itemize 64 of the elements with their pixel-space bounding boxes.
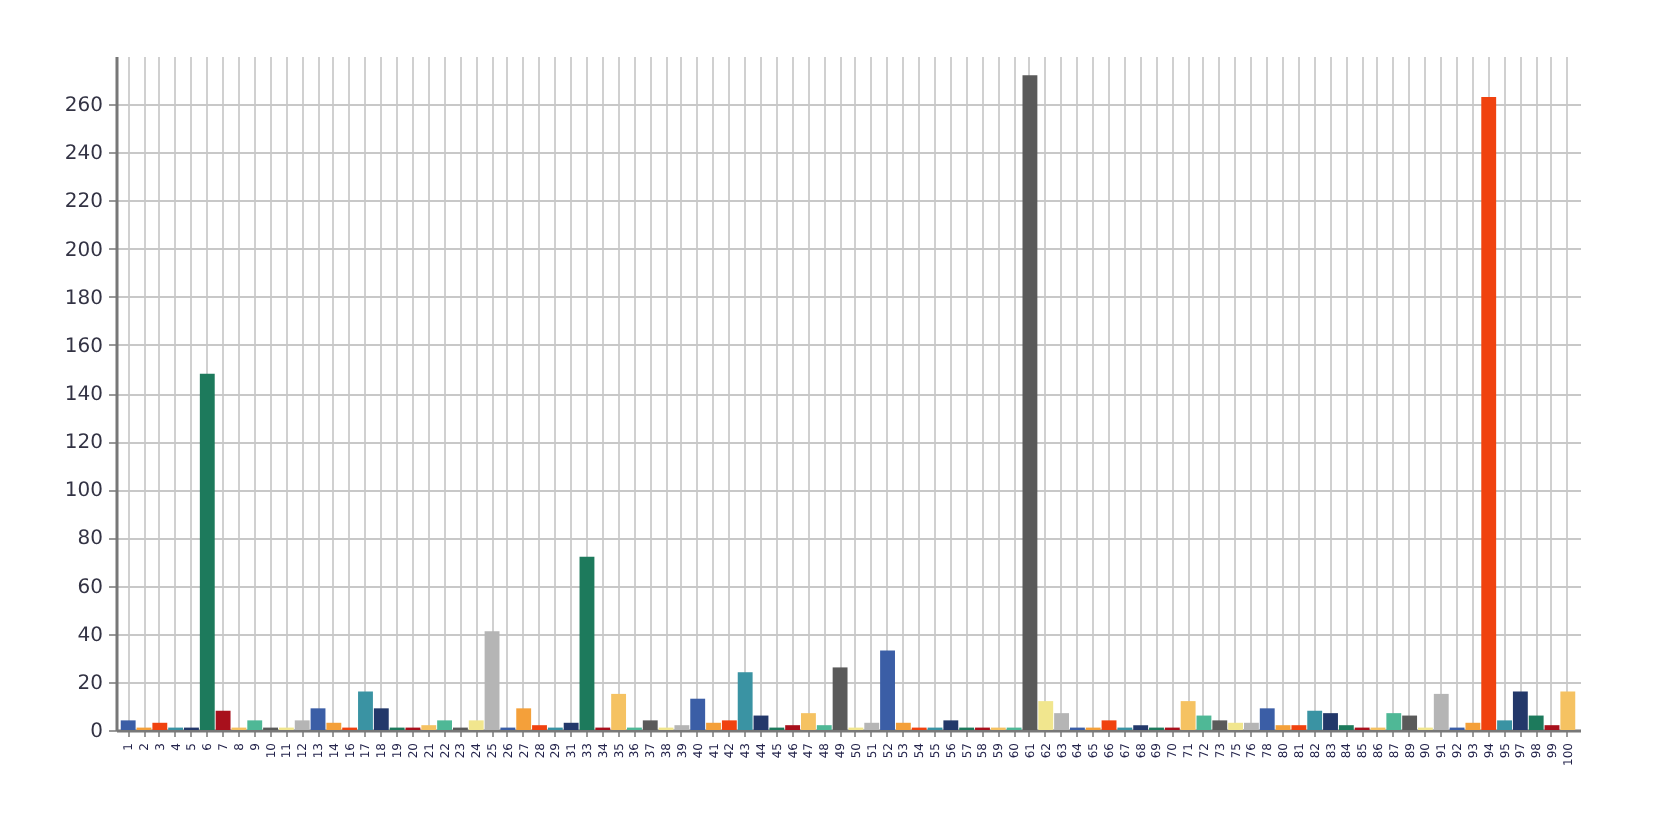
y-tick-label: 200 <box>64 239 103 262</box>
bar <box>1481 96 1497 730</box>
bar <box>1022 75 1038 730</box>
bar <box>373 708 389 730</box>
y-tick-label: 180 <box>64 287 103 310</box>
bar <box>1402 715 1418 730</box>
y-tick-label: 0 <box>90 721 103 743</box>
bar <box>706 722 721 730</box>
bar <box>1228 722 1244 730</box>
y-tick-label: 240 <box>64 143 103 166</box>
bar <box>1038 701 1054 730</box>
bar <box>801 713 816 730</box>
bar <box>1307 710 1323 730</box>
bar <box>310 708 326 730</box>
bar <box>1386 713 1402 730</box>
y-tick-label: 40 <box>77 624 103 647</box>
bar <box>1212 720 1228 730</box>
bar <box>1433 693 1449 730</box>
bar <box>864 722 880 730</box>
bar <box>880 650 895 730</box>
bar <box>1259 708 1275 730</box>
y-tick-label: 20 <box>77 672 103 695</box>
bar <box>579 556 595 730</box>
bar <box>358 691 373 730</box>
bar <box>690 698 706 730</box>
bar <box>943 720 959 730</box>
y-tick-label: 140 <box>64 384 103 406</box>
bar <box>1101 720 1117 730</box>
bar <box>516 708 532 730</box>
bar <box>247 720 263 730</box>
bar <box>737 672 753 730</box>
y-tick-label: 160 <box>64 335 103 358</box>
bar <box>1512 691 1528 730</box>
bar <box>152 722 168 730</box>
y-tick-label: 260 <box>64 95 103 118</box>
y-tick-label: 220 <box>64 191 103 214</box>
bar <box>437 720 453 730</box>
bar <box>642 720 658 730</box>
bar <box>1497 720 1512 730</box>
bar <box>468 720 484 730</box>
bar <box>895 722 911 730</box>
bar <box>120 720 136 730</box>
bar <box>832 667 848 730</box>
bar <box>1528 715 1544 730</box>
bar <box>1243 722 1259 730</box>
bar <box>294 720 310 730</box>
bar <box>199 373 215 730</box>
bar <box>484 631 500 730</box>
bar <box>1196 715 1212 730</box>
y-tick-label: 60 <box>77 576 103 599</box>
bar <box>1054 713 1070 730</box>
bar <box>611 693 627 730</box>
bar <box>1560 691 1576 730</box>
bar <box>1180 701 1196 730</box>
bar <box>326 722 342 730</box>
bar <box>1465 722 1481 730</box>
bar <box>1323 713 1338 730</box>
y-tick-label: 100 <box>64 480 103 503</box>
bar <box>215 710 231 730</box>
bar <box>753 715 769 730</box>
y-tick-label: 120 <box>64 432 103 455</box>
y-tick-label: 80 <box>77 528 103 551</box>
bar <box>721 720 737 730</box>
bar <box>563 722 579 730</box>
